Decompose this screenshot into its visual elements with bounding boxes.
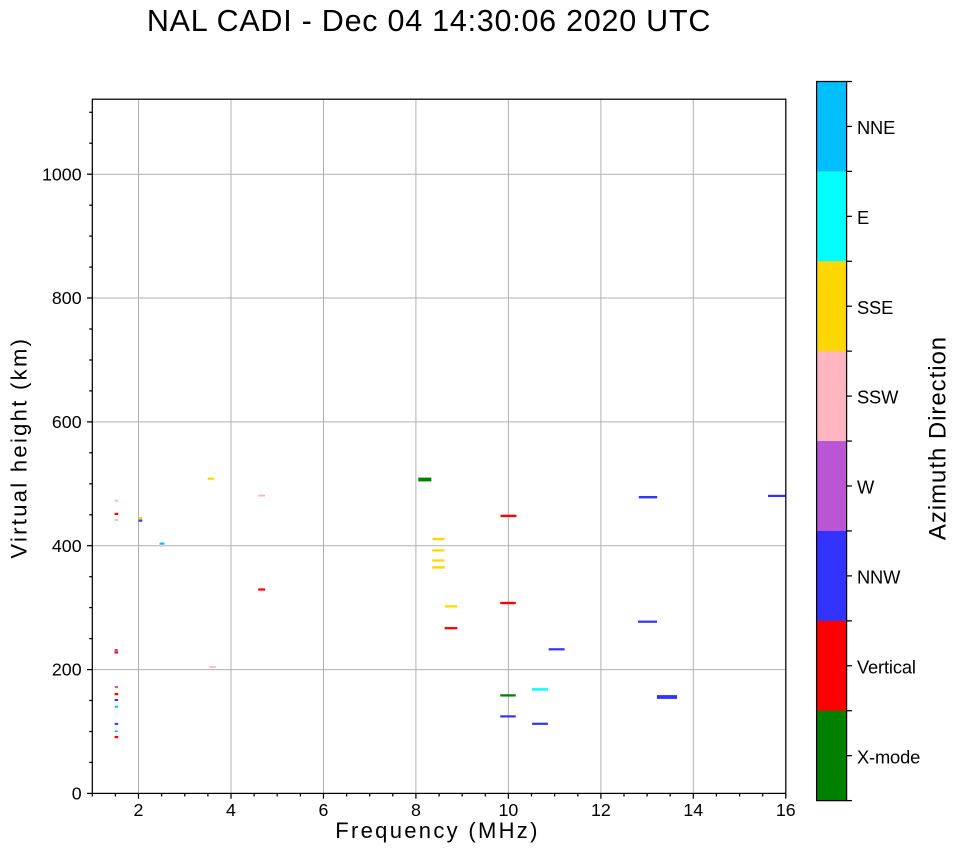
svg-text:NNW: NNW: [857, 567, 901, 588]
svg-text:4: 4: [226, 800, 236, 820]
svg-text:2: 2: [134, 800, 144, 820]
svg-text:Frequency (MHz): Frequency (MHz): [335, 818, 539, 843]
svg-text:Azimuth Direction: Azimuth Direction: [925, 336, 952, 540]
svg-text:400: 400: [52, 536, 82, 556]
svg-text:E: E: [857, 207, 869, 228]
svg-text:16: 16: [776, 800, 796, 820]
svg-text:200: 200: [52, 660, 82, 680]
svg-text:800: 800: [52, 288, 82, 308]
svg-text:10: 10: [499, 800, 519, 820]
svg-text:8: 8: [411, 800, 421, 820]
svg-text:600: 600: [52, 412, 82, 432]
svg-text:0: 0: [72, 784, 82, 804]
svg-text:SSW: SSW: [857, 387, 899, 408]
svg-text:14: 14: [683, 800, 703, 820]
svg-text:W: W: [857, 477, 875, 498]
svg-text:SSE: SSE: [857, 297, 893, 318]
svg-text:1000: 1000: [42, 164, 82, 184]
svg-text:Virtual height (km): Virtual height (km): [7, 337, 32, 559]
svg-text:NAL CADI - Dec 04 14:30:06 202: NAL CADI - Dec 04 14:30:06 2020 UTC: [147, 4, 711, 38]
svg-text:Vertical: Vertical: [857, 656, 916, 677]
svg-text:NNE: NNE: [857, 117, 895, 138]
svg-text:X-mode: X-mode: [857, 746, 920, 767]
svg-text:12: 12: [591, 800, 611, 820]
svg-text:6: 6: [319, 800, 329, 820]
